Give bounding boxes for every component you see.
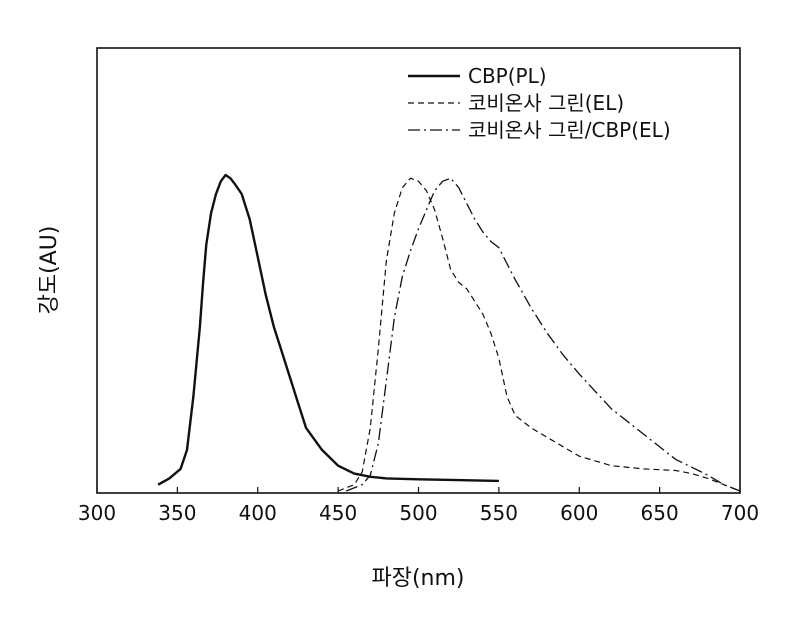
- x-tick-label: 600: [560, 501, 598, 525]
- legend-label-1: CBP(PL): [468, 64, 547, 88]
- legend: CBP(PL) 코비온사 그린(EL) 코비온사 그린/CBP(EL): [408, 64, 671, 142]
- legend-label-3: 코비온사 그린/CBP(EL): [468, 118, 671, 142]
- series-layer: [158, 175, 740, 491]
- x-tick-label: 400: [239, 501, 277, 525]
- x-tick-label: 450: [319, 501, 357, 525]
- series-line-1: [158, 175, 499, 485]
- legend-label-2: 코비온사 그린(EL): [468, 91, 624, 115]
- series-line-3: [346, 178, 740, 491]
- series-line-2: [338, 178, 740, 491]
- x-tick-label: 350: [158, 501, 196, 525]
- x-tick-label: 650: [641, 501, 679, 525]
- y-axis-title: 강도(AU): [37, 226, 62, 315]
- plot-frame: [97, 48, 740, 493]
- x-tick-label: 300: [78, 501, 116, 525]
- x-tick-label: 550: [480, 501, 518, 525]
- x-tick-label: 500: [399, 501, 437, 525]
- x-tick-label: 700: [721, 501, 759, 525]
- x-axis-title: 파장(nm): [371, 566, 464, 591]
